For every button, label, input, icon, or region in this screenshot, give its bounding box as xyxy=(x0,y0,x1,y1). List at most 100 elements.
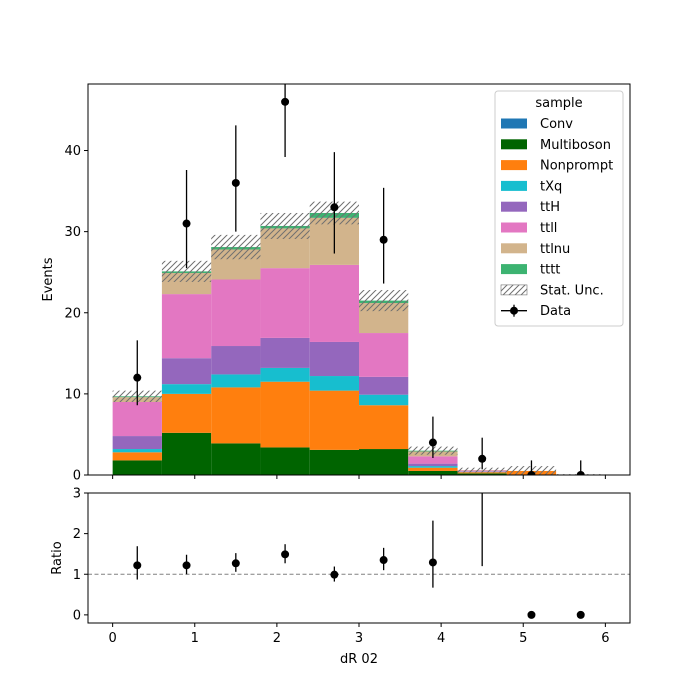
ratio-y-axis-ticks: 0 1 2 3 xyxy=(73,487,88,623)
x-tick-label: 0 xyxy=(108,631,116,646)
bar-multiboson xyxy=(211,443,261,475)
x-axis-label: dR 02 xyxy=(340,652,378,667)
legend-swatch-ttll xyxy=(501,222,527,233)
bar-multiboson xyxy=(408,470,458,475)
stat-unc-bin xyxy=(260,212,310,239)
bar-txq xyxy=(161,384,212,394)
main-y-axis-label: Events xyxy=(41,257,56,301)
bar-tth xyxy=(260,337,310,368)
bar-nonprompt xyxy=(309,390,359,450)
data-point xyxy=(330,203,339,212)
main-frame xyxy=(87,83,631,476)
x-tick-label: 1 xyxy=(191,631,199,646)
legend-swatch-tth xyxy=(501,201,527,212)
legend-label-stat-unc: Stat. Unc. xyxy=(540,283,604,298)
bar-ttll xyxy=(161,294,212,359)
stat-unc-bin xyxy=(457,467,507,473)
ratio-point xyxy=(330,570,339,579)
bar-tth xyxy=(309,341,359,377)
ratio-point xyxy=(428,558,437,567)
legend: sample Conv Multiboson Nonprompt tXq ttH ttll… xyxy=(494,90,624,327)
bar-ttll xyxy=(359,333,409,377)
bar-txq xyxy=(408,466,458,468)
x-tick-label: 6 xyxy=(601,631,609,646)
data-point xyxy=(231,178,240,187)
x-tick-label: 5 xyxy=(519,631,527,646)
main-y-axis-ticks: 0 10 20 30 40 xyxy=(64,144,88,484)
bar-ttll xyxy=(260,268,310,338)
y-tick-label: 20 xyxy=(64,306,81,321)
y-tick-label: 10 xyxy=(64,387,81,402)
bar-multiboson xyxy=(161,432,212,475)
bar-ttll xyxy=(408,456,458,464)
ratio-y-tick-label: 0 xyxy=(73,608,81,623)
ratio-point xyxy=(231,559,240,568)
y-tick-label: 30 xyxy=(64,225,81,240)
bar-tth xyxy=(112,436,162,450)
main-panel: 0 10 20 30 40 Events xyxy=(41,83,631,484)
data-points xyxy=(133,84,585,475)
bar-tth xyxy=(408,463,458,467)
legend-label-data: Data xyxy=(540,304,571,319)
bar-txq xyxy=(211,374,261,388)
bar-nonprompt xyxy=(457,472,507,474)
bar-nonprompt xyxy=(211,387,261,444)
ratio-points xyxy=(133,493,585,619)
x-tick-label: 2 xyxy=(273,631,281,646)
ratio-point xyxy=(133,561,142,570)
bar-multiboson xyxy=(260,447,310,475)
data-point xyxy=(527,471,536,475)
ratio-y-axis-label: Ratio xyxy=(50,541,65,574)
bar-nonprompt xyxy=(112,452,162,461)
ratio-point xyxy=(182,561,191,570)
bar-nonprompt xyxy=(408,467,458,471)
bar-multiboson xyxy=(359,449,409,475)
x-tick-label: 3 xyxy=(355,631,363,646)
stat-unc-bin xyxy=(161,260,212,282)
data-point xyxy=(182,219,191,228)
ratio-y-tick-label: 3 xyxy=(73,487,81,502)
legend-label-ttlnu: ttlnu xyxy=(540,242,570,257)
data-point xyxy=(379,235,388,244)
data-point xyxy=(428,438,437,447)
legend-label-tth: ttH xyxy=(540,200,560,215)
bar-ttll xyxy=(309,264,359,342)
ratio-point xyxy=(576,610,585,619)
ratio-frame xyxy=(87,492,631,624)
data-point xyxy=(576,471,585,475)
y-tick-label: 40 xyxy=(64,144,81,159)
bar-multiboson xyxy=(112,460,162,475)
bar-txq xyxy=(359,394,409,406)
y-tick-label: 0 xyxy=(73,469,81,484)
bar-txq xyxy=(112,449,162,453)
bar-nonprompt xyxy=(359,405,409,450)
legend-data-marker xyxy=(510,306,518,315)
bar-ttll xyxy=(112,401,162,437)
legend-label-tttt: tttt xyxy=(540,263,560,278)
legend-items: Conv Multiboson Nonprompt tXq ttH ttll ttlnu tt… xyxy=(500,117,613,319)
ratio-point xyxy=(379,556,388,565)
bar-txq xyxy=(309,376,359,391)
stat-unc-bin xyxy=(211,234,261,260)
legend-swatch-ttlnu xyxy=(501,243,527,254)
ratio-x-axis-ticks: 0 1 2 3 4 5 6 xyxy=(108,623,610,646)
bar-multiboson xyxy=(457,473,507,475)
data-point xyxy=(478,454,487,463)
bar-nonprompt xyxy=(260,381,310,448)
data-point xyxy=(133,373,142,382)
bar-tth xyxy=(359,376,409,395)
stat-unc-bin xyxy=(359,290,409,312)
ratio-point xyxy=(281,550,290,559)
legend-label-multiboson: Multiboson xyxy=(540,138,611,153)
bar-tth xyxy=(211,346,261,375)
bar-ttll xyxy=(211,279,261,347)
legend-swatch-multiboson xyxy=(501,139,527,150)
legend-label-conv: Conv xyxy=(540,117,573,132)
legend-label-ttll: ttll xyxy=(540,221,557,236)
legend-swatch-conv xyxy=(501,118,527,129)
bar-multiboson xyxy=(309,449,359,475)
ratio-panel: 0 1 2 3 0 1 2 3 4 5 6 Ratio dR 02 xyxy=(50,487,631,667)
legend-swatch-nonprompt xyxy=(501,160,527,171)
data-point xyxy=(281,97,290,106)
